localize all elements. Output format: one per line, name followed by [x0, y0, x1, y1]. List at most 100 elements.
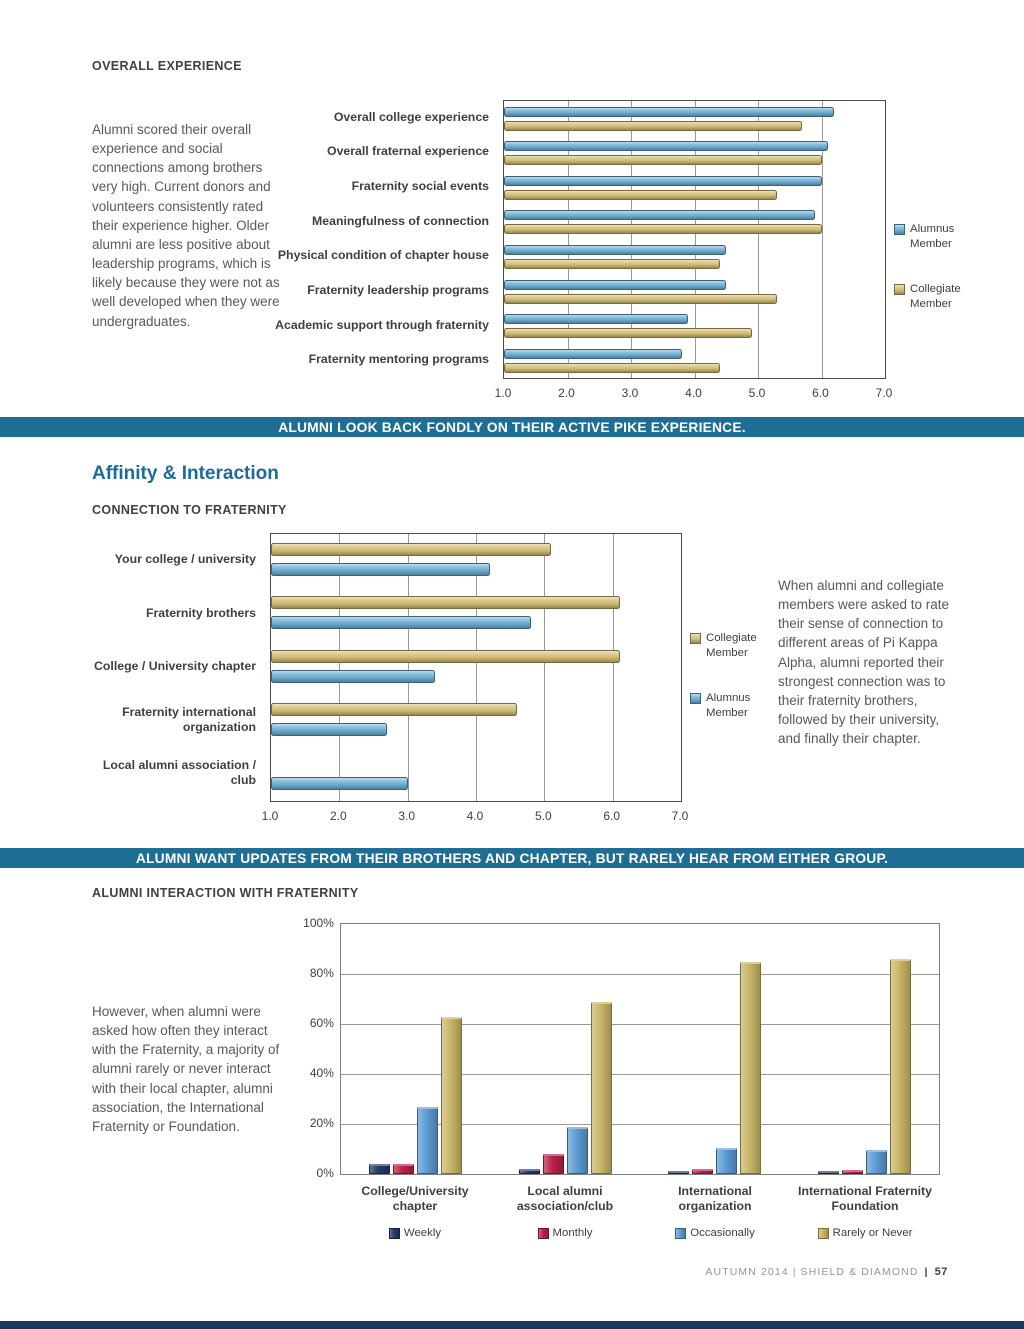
bar-alumnus-member [504, 348, 682, 359]
bar-weekly [668, 1171, 690, 1174]
legend-label: Alumnus Member [910, 223, 955, 250]
bar-weekly [817, 1171, 839, 1174]
legend-label: Monthly [552, 1227, 593, 1239]
alumni-interaction-chart: 0% 20% 40% 60% 80% 100% College/University cha… [298, 916, 940, 1239]
legend-label: Collegiate Member [910, 283, 961, 310]
legend-label: Alumnus Member [706, 692, 751, 719]
bar-alumnus-member [504, 210, 816, 221]
category-label: Overall college experience [333, 109, 489, 124]
bar-group [504, 136, 885, 171]
gridline [340, 1124, 939, 1125]
bar-collegiate-member [504, 362, 720, 373]
plot-area [503, 100, 886, 379]
footer-separator: | [924, 1266, 929, 1278]
footer-issue-label: AUTUMN 2014 | SHIELD & DIAMOND [705, 1266, 919, 1278]
category-label: Physical condition of chapter house [277, 248, 489, 263]
x-tick-label: 1.0 [261, 809, 279, 823]
y-tick-label: 40% [309, 1066, 334, 1080]
footer-page-number: 57 [934, 1266, 948, 1278]
legend-item-collegiate-member: Collegiate Member [894, 282, 972, 312]
x-axis-ticks: 1.0 2.0 3.0 4.0 5.0 6.0 7.0 [262, 809, 689, 823]
bar-group [271, 534, 681, 587]
category-labels: College/University chapter Local alumni a… [340, 1184, 940, 1215]
bar-monthly [692, 1169, 714, 1174]
interaction-paragraph: However, when alumni were asked how ofte… [92, 1004, 280, 1134]
plot-area [270, 533, 682, 802]
bar-alumnus-member [271, 563, 490, 576]
gridline [821, 101, 823, 378]
bar-collegiate-member [504, 293, 778, 304]
gridline [544, 534, 546, 801]
category-label: College / University chapter [94, 658, 256, 673]
y-tick-label: 60% [309, 1016, 334, 1030]
y-tick-label: 0% [316, 1166, 334, 1180]
category-label: Fraternity international organization [122, 704, 256, 734]
category-label: Fraternity mentoring programs [308, 352, 489, 367]
banner-alumni-updates: ALUMNI WANT UPDATES FROM THEIR BROTHERS … [0, 848, 1024, 868]
bar-collegiate-member [271, 649, 620, 663]
bar-group [490, 924, 640, 1174]
gridline [340, 1024, 939, 1025]
gridline [339, 534, 341, 801]
legend-swatch-monthly [537, 1227, 549, 1239]
bar-group [504, 343, 885, 378]
x-tick-label: 1.0 [494, 386, 512, 400]
gridline [612, 534, 614, 801]
category-label: Meaningfulness of connection [312, 213, 489, 228]
x-tick-label: 5.0 [748, 386, 766, 400]
category-label: Your college / university [114, 552, 256, 567]
bar-alumnus-member [504, 279, 727, 290]
alumni-interaction-heading: ALUMNI INTERACTION WITH FRATERNITY [92, 886, 359, 900]
affinity-paragraph: When alumni and collegiate members were … [778, 578, 950, 747]
bar-collegiate-member [271, 596, 620, 610]
bar-alumnus-member [504, 106, 835, 117]
bar-groups [341, 924, 939, 1174]
x-tick-label: 6.0 [812, 386, 829, 400]
chart-legend: Alumnus Member Collegiate Member [884, 100, 1019, 377]
category-label: Academic support through fraternity [275, 317, 489, 332]
y-tick-label: 100% [303, 916, 334, 930]
x-tick-label: 4.0 [466, 809, 484, 823]
bar-collegiate-member [271, 703, 517, 717]
bar-alumnus-member [504, 314, 689, 325]
bar-collegiate-member [271, 543, 552, 556]
plot-row: 0% 20% 40% 60% 80% 100% [298, 916, 940, 1180]
bar-group [271, 641, 681, 694]
gridline [407, 534, 409, 801]
category-label: Overall fraternal experience [327, 144, 489, 159]
gridline [340, 974, 939, 975]
x-tick-label: 7.0 [671, 809, 689, 823]
plot-area-wrap: 1.0 2.0 3.0 4.0 5.0 6.0 7.0 [495, 100, 892, 405]
y-tick-label: 20% [309, 1116, 334, 1130]
bar-occasionally [566, 1126, 588, 1174]
bar-alumnus-member [504, 245, 727, 255]
bar-collegiate-member [504, 259, 720, 269]
gridline [631, 101, 632, 378]
legend-swatch-weekly [388, 1227, 400, 1239]
legend-item-rarely-or-never: Rarely or Never [790, 1227, 940, 1239]
x-tick-label: 6.0 [603, 809, 620, 823]
bar-alumnus-member [504, 141, 828, 152]
overall-experience-chart: Overall college experience Overall frater… [95, 100, 1019, 405]
bar-collegiate-member [504, 224, 822, 235]
bar-occasionally [716, 1147, 738, 1174]
connection-to-fraternity-chart: Your college / university Fraternity brot… [84, 533, 800, 828]
bar-collegiate-member [504, 328, 752, 339]
legend-item-occasionally: Occasionally [640, 1227, 790, 1239]
x-tick-label: 5.0 [534, 809, 552, 823]
bottom-accent-bar [0, 1321, 1024, 1329]
legend-label: Occasionally [690, 1227, 755, 1239]
bar-alumnus-member [504, 175, 822, 186]
plot-area-wrap: 1.0 2.0 3.0 4.0 5.0 6.0 7.0 [262, 533, 689, 828]
y-tick-label: 80% [309, 966, 334, 980]
bar-group [271, 748, 681, 801]
x-tick-label: 7.0 [875, 386, 893, 400]
category-label: Fraternity brothers [145, 605, 256, 620]
bar-monthly [841, 1170, 863, 1174]
legend-swatch-occasionally [675, 1227, 687, 1239]
x-tick-label: 3.0 [398, 809, 415, 823]
bar-group [271, 694, 681, 747]
bar-occasionally [865, 1150, 887, 1174]
category-label: Fraternity leadership programs [307, 282, 489, 297]
legend-item-monthly: Monthly [490, 1227, 640, 1239]
